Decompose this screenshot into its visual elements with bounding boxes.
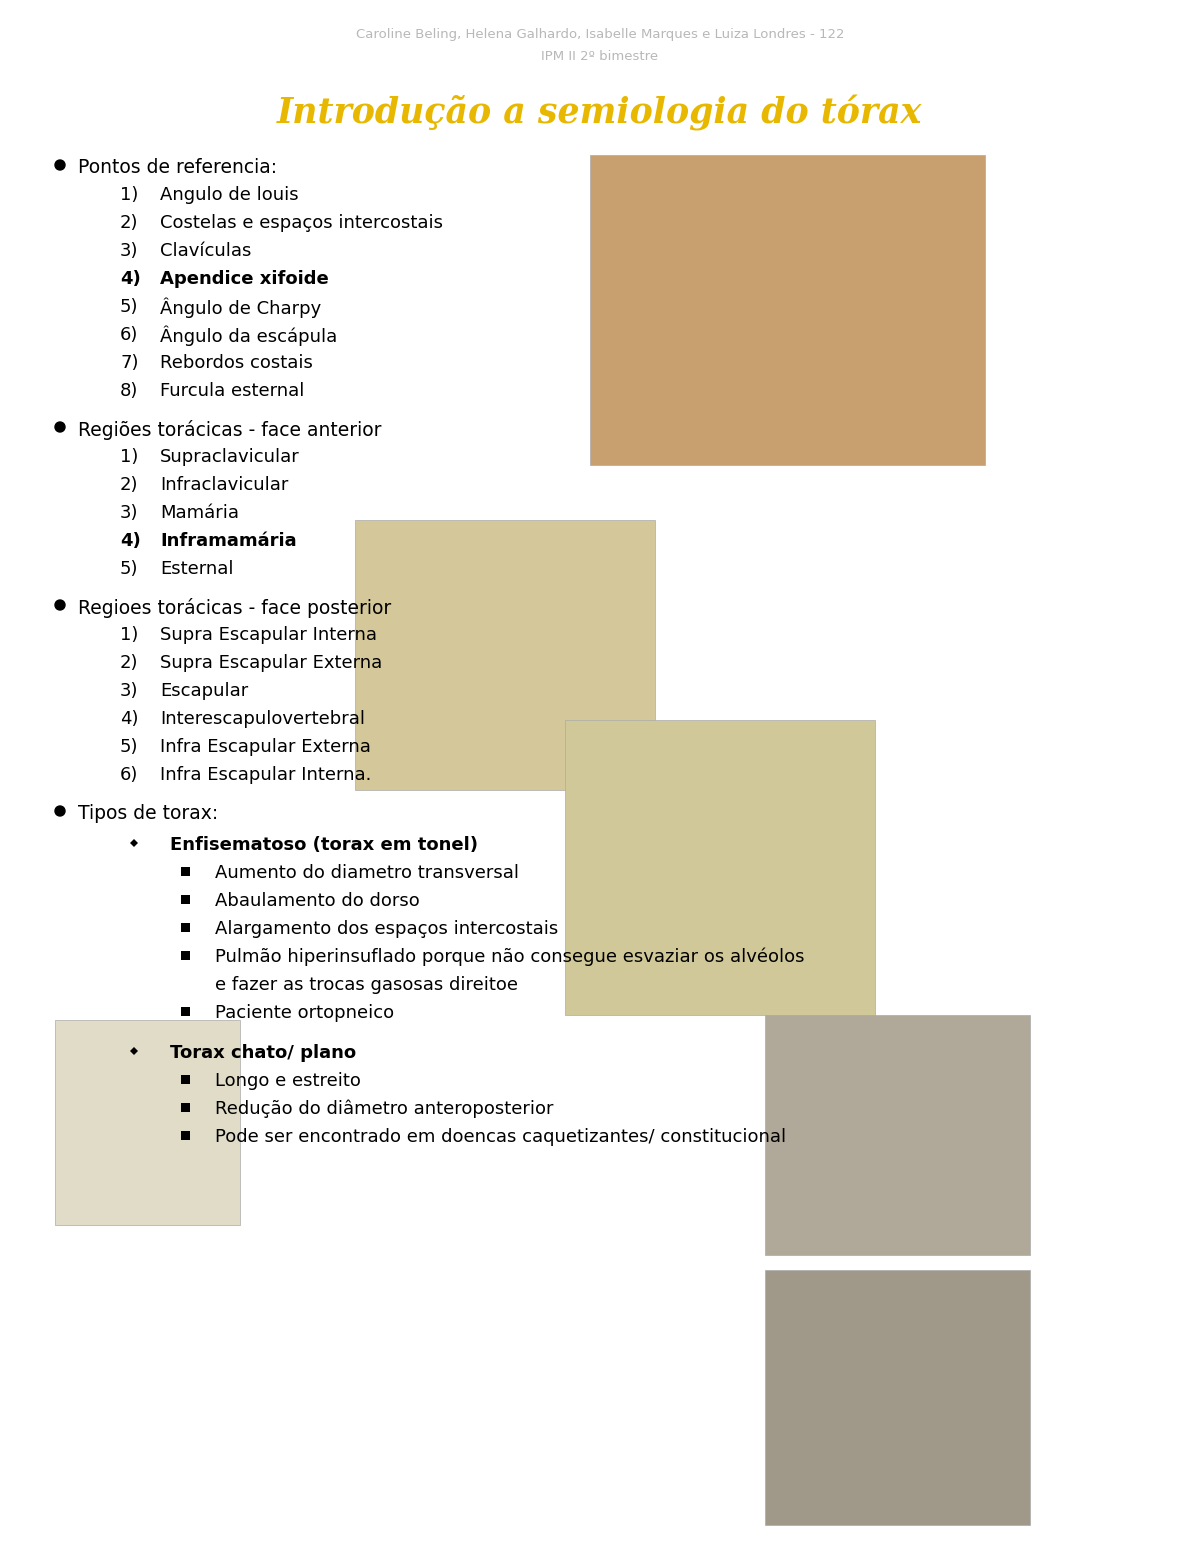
Text: Ângulo da escápula: Ângulo da escápula	[160, 326, 337, 346]
Text: 1): 1)	[120, 626, 138, 644]
Text: Paciente ortopneico: Paciente ortopneico	[215, 1003, 394, 1022]
Text: 5): 5)	[120, 561, 138, 578]
Text: Longo e estreito: Longo e estreito	[215, 1072, 361, 1090]
Text: Pulmão hiperinsuflado porque não consegue esvaziar os alvéolos: Pulmão hiperinsuflado porque não consegu…	[215, 947, 804, 966]
Text: Enfisematoso (torax em tonel): Enfisematoso (torax em tonel)	[170, 836, 478, 854]
Text: Inframamária: Inframamária	[160, 533, 296, 550]
Text: Rebordos costais: Rebordos costais	[160, 354, 313, 373]
Text: 2): 2)	[120, 477, 138, 494]
Text: Infra Escapular Externa: Infra Escapular Externa	[160, 738, 371, 756]
Text: Ângulo de Charpy: Ângulo de Charpy	[160, 298, 322, 318]
Text: Infra Escapular Interna.: Infra Escapular Interna.	[160, 766, 371, 784]
Text: Pode ser encontrado em doencas caquetizantes/ constitucional: Pode ser encontrado em doencas caquetiza…	[215, 1127, 786, 1146]
Text: 6): 6)	[120, 326, 138, 345]
Text: Torax chato/ plano: Torax chato/ plano	[170, 1044, 356, 1062]
Text: 5): 5)	[120, 738, 138, 756]
Text: 6): 6)	[120, 766, 138, 784]
Text: Redução do diâmetro anteroposterior: Redução do diâmetro anteroposterior	[215, 1100, 553, 1118]
Text: e fazer as trocas gasosas direitoe: e fazer as trocas gasosas direitoe	[215, 975, 518, 994]
Text: Pontos de referencia:: Pontos de referencia:	[78, 158, 277, 177]
Text: 3): 3)	[120, 242, 138, 259]
Bar	[180, 895, 190, 904]
Text: 4): 4)	[120, 533, 140, 550]
Text: Supraclavicular: Supraclavicular	[160, 447, 300, 466]
Text: Mamária: Mamária	[160, 505, 239, 522]
Text: 1): 1)	[120, 447, 138, 466]
Text: 8): 8)	[120, 382, 138, 401]
Text: Aumento do diametro transversal: Aumento do diametro transversal	[215, 863, 520, 882]
Text: Infraclavicular: Infraclavicular	[160, 477, 288, 494]
Text: Regioes torácicas - face posterior: Regioes torácicas - face posterior	[78, 598, 391, 618]
Text: Supra Escapular Interna: Supra Escapular Interna	[160, 626, 377, 644]
Bar	[180, 867, 190, 876]
Text: Costelas e espaços intercostais: Costelas e espaços intercostais	[160, 214, 443, 231]
Text: Esternal: Esternal	[160, 561, 234, 578]
Text: 5): 5)	[120, 298, 138, 315]
Circle shape	[55, 599, 65, 610]
Text: Supra Escapular Externa: Supra Escapular Externa	[160, 654, 383, 672]
Bar	[565, 721, 875, 1016]
Text: 3): 3)	[120, 682, 138, 700]
Bar	[180, 1006, 190, 1016]
Text: Angulo de louis: Angulo de louis	[160, 186, 299, 203]
Text: Regiões torácicas - face anterior: Regiões torácicas - face anterior	[78, 419, 382, 439]
Text: Caroline Beling, Helena Galhardo, Isabelle Marques e Luiza Londres - 122: Caroline Beling, Helena Galhardo, Isabel…	[355, 28, 845, 40]
Circle shape	[55, 806, 65, 815]
Text: 1): 1)	[120, 186, 138, 203]
Text: IPM II 2º bimestre: IPM II 2º bimestre	[541, 50, 659, 64]
Bar	[55, 1020, 240, 1225]
Bar	[355, 520, 655, 790]
Text: Introdução a semiologia do tórax: Introdução a semiologia do tórax	[277, 95, 923, 130]
Text: Interescapulovertebral: Interescapulovertebral	[160, 710, 365, 728]
Bar	[590, 155, 985, 464]
Bar	[766, 1016, 1030, 1255]
Bar	[180, 950, 190, 960]
Circle shape	[55, 422, 65, 432]
Text: Alargamento dos espaços intercostais: Alargamento dos espaços intercostais	[215, 919, 558, 938]
Circle shape	[55, 160, 65, 169]
Bar	[180, 1103, 190, 1112]
Text: Tipos de torax:: Tipos de torax:	[78, 804, 218, 823]
Bar	[180, 1075, 190, 1084]
Text: 4): 4)	[120, 270, 140, 287]
Text: Clavículas: Clavículas	[160, 242, 251, 259]
Text: 4): 4)	[120, 710, 138, 728]
Text: Abaulamento do dorso: Abaulamento do dorso	[215, 891, 420, 910]
Text: Furcula esternal: Furcula esternal	[160, 382, 305, 401]
Text: 2): 2)	[120, 654, 138, 672]
Text: 7): 7)	[120, 354, 138, 373]
Text: Escapular: Escapular	[160, 682, 248, 700]
Text: 2): 2)	[120, 214, 138, 231]
Bar	[180, 922, 190, 932]
Text: 3): 3)	[120, 505, 138, 522]
Text: Apendice xifoide: Apendice xifoide	[160, 270, 329, 287]
Bar	[766, 1270, 1030, 1525]
Bar	[180, 1131, 190, 1140]
